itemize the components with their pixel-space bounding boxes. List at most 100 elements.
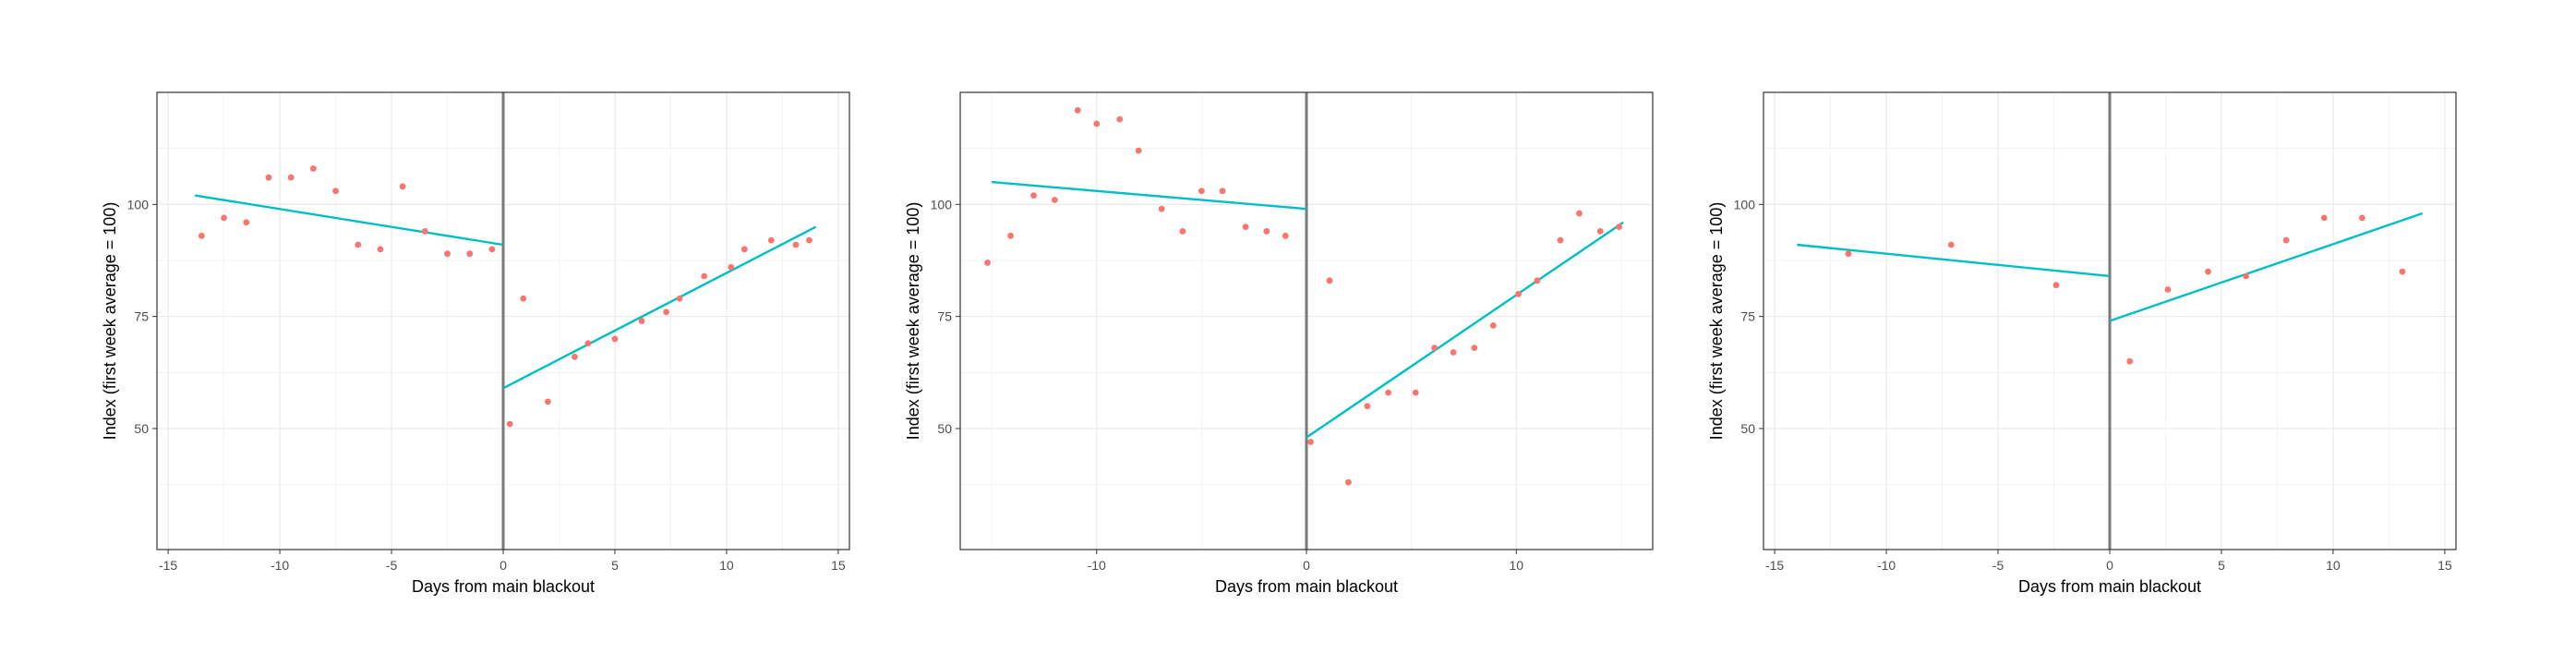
chart-2-y-tick-label: 75 bbox=[937, 309, 952, 324]
chart-2-fit-line-2 bbox=[1306, 221, 1624, 439]
chart-2-point bbox=[1412, 389, 1419, 396]
chart-1-point bbox=[265, 174, 272, 181]
chart-1-point bbox=[287, 174, 295, 181]
chart-2-point bbox=[1385, 389, 1392, 396]
chart-3-point bbox=[1947, 241, 1955, 248]
chart-1-point bbox=[544, 398, 551, 405]
chart-3-x-tick-label: -15 bbox=[1765, 558, 1784, 573]
chart-1-point bbox=[676, 295, 683, 302]
chart-1-point bbox=[243, 219, 250, 226]
chart-2-point bbox=[1198, 187, 1205, 195]
chart-1-point bbox=[701, 272, 708, 280]
chart-1-fit-line-1 bbox=[194, 194, 504, 247]
chart-1-point bbox=[520, 295, 527, 302]
chart-1-point bbox=[466, 250, 474, 258]
chart-2-point bbox=[1179, 228, 1186, 235]
chart-1-x-tick-label: 10 bbox=[719, 558, 734, 573]
chart-2-x-tick-label: -10 bbox=[1088, 558, 1106, 573]
chart-1-y-axis-title: Index (first week average = 100) bbox=[101, 202, 119, 441]
chart-2-point bbox=[1051, 197, 1058, 203]
chart-3-x-tick-label: 0 bbox=[2106, 558, 2113, 573]
chart-1-point bbox=[198, 232, 205, 239]
chart-2-point bbox=[1364, 403, 1371, 410]
chart-1-y-tick-label: 75 bbox=[134, 309, 149, 324]
chart-2-point bbox=[1576, 210, 1583, 217]
chart-1-x-tick-label: -10 bbox=[271, 558, 289, 573]
chart-1-point bbox=[221, 214, 227, 222]
chart-1-svg: -15 -10 -5 0 5 10 15 50 75 100 Days from main blac… bbox=[101, 91, 850, 596]
chart-2-point bbox=[1471, 345, 1478, 352]
chart-3-x-tick-label: 15 bbox=[2438, 558, 2452, 573]
chart-1-point bbox=[377, 246, 384, 253]
chart-1-point bbox=[663, 308, 670, 316]
chart-1-y-tick-label: 100 bbox=[127, 197, 150, 212]
chart-1-point bbox=[767, 236, 775, 244]
chart-2-point bbox=[1431, 345, 1438, 352]
chart-2-x-tick-label: 0 bbox=[1303, 558, 1310, 573]
chart-1-x-tick-label: 0 bbox=[500, 558, 507, 573]
chart-2-point bbox=[1007, 232, 1014, 239]
chart-2-point bbox=[1326, 277, 1333, 284]
chart-1-x-tick-label: -15 bbox=[159, 558, 177, 573]
chart-2-point bbox=[1030, 192, 1037, 200]
chart-1-point bbox=[399, 183, 406, 190]
chart-1-point bbox=[740, 246, 748, 253]
chart-3-fit-line-1 bbox=[1797, 243, 2111, 278]
chart-1-point bbox=[444, 250, 451, 258]
chart-panel-1: -15 -10 -5 0 5 10 15 50 75 100 Days from main blac… bbox=[101, 46, 877, 619]
chart-3-y-tick-label: 100 bbox=[1734, 197, 1756, 212]
chart-2-x-tick-label: 10 bbox=[1509, 558, 1523, 573]
chart-3-x-tick-label: -10 bbox=[1877, 558, 1896, 573]
chart-1-point bbox=[332, 187, 339, 195]
chart-2-point bbox=[1307, 439, 1314, 445]
chart-1-point bbox=[584, 340, 592, 347]
chart-2-point bbox=[1489, 321, 1497, 329]
chart-3-fit-line-2 bbox=[2109, 212, 2424, 322]
chart-1-point bbox=[572, 353, 578, 360]
chart-3-x-tick-label: 5 bbox=[2218, 558, 2225, 573]
chart-3-x-tick-label: -5 bbox=[1992, 558, 2004, 573]
chart-1-point bbox=[421, 228, 428, 235]
chart-2-point bbox=[1135, 147, 1142, 154]
chart-2-x-axis-title: Days from main blackout bbox=[1215, 577, 1398, 596]
chart-3-x-axis-title: Days from main blackout bbox=[2018, 577, 2201, 596]
chart-panel-2: -10 0 10 50 75 100 Days from main blackout Inde… bbox=[904, 46, 1680, 619]
chart-2-point bbox=[1534, 277, 1541, 284]
chart-3-y-tick-label: 50 bbox=[1740, 421, 1755, 436]
chart-3-x-tick-label: 10 bbox=[2326, 558, 2341, 573]
chart-3-y-axis-title: Index (first week average = 100) bbox=[1707, 202, 1726, 441]
chart-2-point bbox=[1596, 228, 1604, 235]
chart-2-point bbox=[1515, 290, 1522, 297]
chart-3-point bbox=[1845, 250, 1852, 258]
chart-1-point bbox=[309, 165, 317, 172]
chart-1-x-tick-label: -5 bbox=[386, 558, 398, 573]
chart-2-svg: -10 0 10 50 75 100 Days from main blackout Inde… bbox=[904, 91, 1654, 596]
chart-1-point bbox=[792, 241, 800, 248]
chart-2-point bbox=[1345, 478, 1352, 486]
chart-1-point bbox=[638, 318, 645, 324]
chart-1-point bbox=[728, 263, 735, 271]
chart-2-fit-line-1 bbox=[991, 180, 1307, 211]
chart-3-point bbox=[2126, 357, 2134, 365]
chart-1-point bbox=[488, 246, 496, 253]
chart-3-point bbox=[2282, 236, 2290, 244]
chart-3-point bbox=[2052, 282, 2060, 289]
chart-2-y-axis-title: Index (first week average = 100) bbox=[904, 202, 922, 441]
chart-3-point bbox=[2164, 286, 2172, 293]
chart-1-fit-line-2 bbox=[502, 225, 817, 390]
chart-2-point bbox=[1219, 187, 1226, 195]
chart-2-point bbox=[1616, 224, 1623, 230]
chart-2-point bbox=[984, 260, 991, 266]
chart-1-x-axis-title: Days from main blackout bbox=[412, 577, 595, 596]
chart-1-x-tick-label: 5 bbox=[611, 558, 619, 573]
chart-2-point bbox=[1557, 236, 1564, 244]
chart-3-point bbox=[2243, 272, 2249, 280]
chart-2-point bbox=[1158, 205, 1165, 212]
chart-3-point bbox=[2399, 268, 2406, 275]
chart-1-point bbox=[806, 236, 813, 244]
chart-1-point bbox=[611, 335, 619, 343]
chart-3-y-tick-label: 75 bbox=[1740, 309, 1755, 324]
chart-2-point bbox=[1116, 115, 1124, 123]
chart-3-point bbox=[2205, 268, 2211, 275]
chart-2-point bbox=[1093, 120, 1101, 127]
